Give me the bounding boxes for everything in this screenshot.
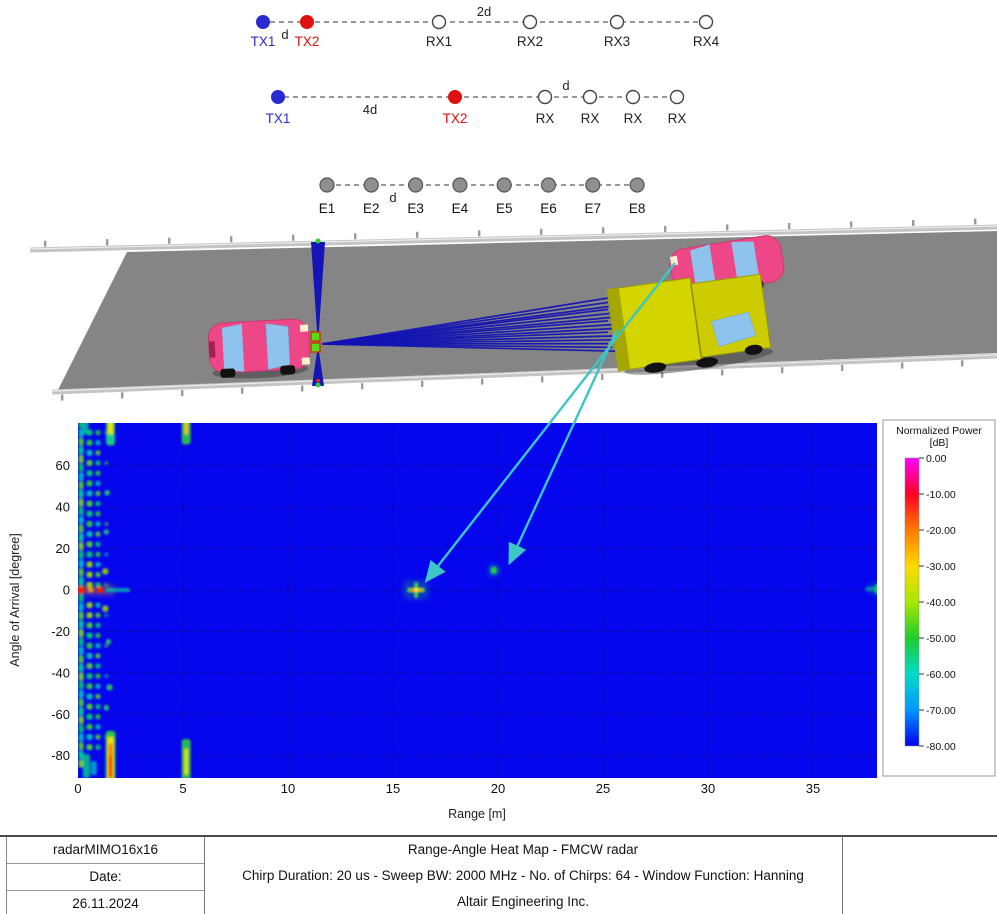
ego-car	[207, 318, 310, 379]
heatmap-plot-area[interactable]	[78, 423, 877, 778]
svg-text:4d: 4d	[363, 102, 377, 117]
svg-text:RX: RX	[624, 111, 643, 126]
colorbar-box	[882, 419, 996, 777]
detection-arrows	[424, 262, 676, 583]
svg-text:TX1: TX1	[266, 111, 291, 126]
svg-text:20: 20	[491, 781, 505, 796]
title-block-left-column: radarMIMO16x16 Date: 26.11.2024	[6, 837, 205, 914]
colorbar-title-line2: [dB]	[930, 437, 949, 449]
colorbar-gradient	[904, 457, 920, 747]
svg-text:E1: E1	[319, 201, 336, 216]
guardrail-posts-bottom	[61, 360, 964, 401]
svg-text:40: 40	[56, 500, 70, 515]
y-axis-title: Angle of Arrival [degree]	[8, 533, 22, 666]
svg-text:-80: -80	[51, 748, 70, 763]
svg-text:RX1: RX1	[426, 34, 452, 49]
svg-text:E5: E5	[496, 201, 513, 216]
svg-text:-60: -60	[51, 707, 70, 722]
svg-text:E3: E3	[407, 201, 424, 216]
radar-sensor-unit	[310, 331, 321, 353]
date-label: Date:	[7, 864, 204, 891]
project-name: radarMIMO16x16	[7, 837, 204, 864]
range-angle-heatmap[interactable]: 0 5 10 15 20 25 30 35 60 40 20 0 -20 -40 -60 -80 Range …	[8, 416, 883, 821]
guardrail-top-highlight	[29, 225, 997, 250]
svg-text:20: 20	[56, 541, 70, 556]
heatmap-blobs	[78, 423, 877, 778]
chart-parameters: Chirp Duration: 20 us - Sweep BW: 2000 M…	[242, 868, 804, 883]
guardrail-posts-top	[44, 218, 977, 247]
svg-text:d: d	[562, 78, 569, 93]
radar-beam-vertical	[311, 238, 325, 388]
colorbar-title-line1: Normalized Power	[896, 425, 982, 437]
heatmap-gridlines	[78, 423, 877, 778]
svg-text:RX3: RX3	[604, 34, 630, 49]
radar-ray-bundle	[321, 297, 617, 353]
svg-text:E6: E6	[540, 201, 557, 216]
svg-text:35: 35	[806, 781, 820, 796]
svg-text:30: 30	[701, 781, 715, 796]
svg-text:0: 0	[63, 583, 70, 598]
svg-text:-40: -40	[51, 665, 70, 680]
svg-text:E4: E4	[452, 201, 469, 216]
svg-text:RX: RX	[581, 111, 600, 126]
svg-text:60: 60	[56, 458, 70, 473]
company-name: Altair Engineering Inc.	[456, 894, 590, 909]
svg-text:RX: RX	[668, 111, 687, 126]
title-block: radarMIMO16x16 Date: 26.11.2024 Range-An…	[0, 835, 997, 914]
svg-text:-50.00: -50.00	[926, 633, 956, 645]
svg-text:0: 0	[74, 781, 81, 796]
colorbar-tick-labels: 0.00 -10.00 -20.00 -30.00 -40.00 -50.00 -60.00…	[919, 453, 956, 753]
svg-text:d: d	[389, 190, 396, 205]
svg-text:E8: E8	[629, 201, 646, 216]
chart-title: Range-Angle Heat Map - FMCW radar	[407, 842, 639, 857]
date-value: 26.11.2024	[72, 896, 139, 911]
guardrail-bottom-highlight	[51, 354, 997, 392]
title-block-center-column: Range-Angle Heat Map - FMCW radar Chirp …	[205, 837, 841, 914]
svg-text:-80.00: -80.00	[926, 741, 956, 753]
svg-text:-40.00: -40.00	[926, 597, 956, 609]
svg-text:-20.00: -20.00	[926, 525, 956, 537]
svg-text:RX2: RX2	[517, 34, 543, 49]
scene-3d-viewport[interactable]	[29, 218, 997, 401]
svg-text:10: 10	[281, 781, 295, 796]
heatmap-axis-ticks: 0 5 10 15 20 25 30 35 60 40 20 0 -20 -40 -60 -80	[51, 458, 820, 796]
svg-text:25: 25	[596, 781, 610, 796]
svg-text:TX2: TX2	[295, 34, 320, 49]
svg-text:-60.00: -60.00	[926, 669, 956, 681]
svg-text:5: 5	[179, 781, 186, 796]
guardrail-top	[29, 224, 997, 253]
svg-text:-70.00: -70.00	[926, 705, 956, 717]
svg-text:-20: -20	[51, 624, 70, 639]
svg-text:-30.00: -30.00	[926, 561, 956, 573]
svg-text:15: 15	[386, 781, 400, 796]
svg-text:d: d	[281, 27, 288, 42]
guardrail-bottom	[51, 353, 997, 395]
svg-text:0.00: 0.00	[926, 453, 947, 465]
svg-text:E7: E7	[585, 201, 602, 216]
svg-text:RX: RX	[536, 111, 555, 126]
x-axis-title: Range [m]	[448, 807, 506, 821]
svg-text:TX1: TX1	[251, 34, 276, 49]
title-block-right-column	[842, 837, 997, 914]
svg-text:-10.00: -10.00	[926, 489, 956, 501]
target-van	[606, 273, 774, 375]
svg-text:TX2: TX2	[443, 111, 468, 126]
svg-text:E2: E2	[363, 201, 380, 216]
colorbar-legend: Normalized Power [dB] 0.00 -10.00 -20.00 -3…	[882, 419, 996, 777]
svg-text:RX4: RX4	[693, 34, 720, 49]
svg-text:2d: 2d	[477, 4, 491, 19]
